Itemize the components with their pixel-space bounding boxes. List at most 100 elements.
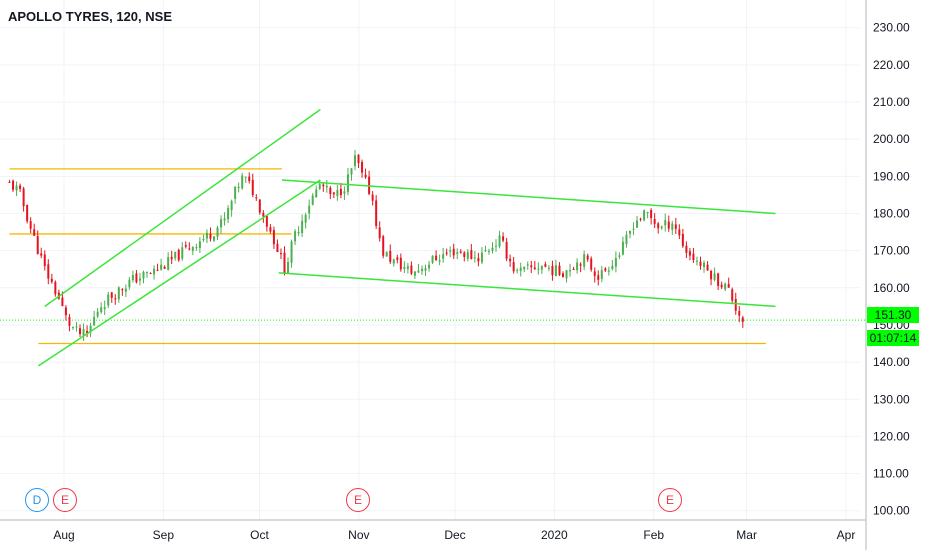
candle-body [149, 273, 152, 275]
candle-body [688, 251, 691, 256]
candle-body [671, 223, 674, 230]
candle-body [174, 251, 177, 259]
candle-body [442, 254, 445, 259]
candle-body [188, 248, 191, 250]
candle-body [399, 257, 402, 270]
candle-body [600, 270, 603, 279]
candle-body [311, 195, 314, 205]
candle-body [131, 274, 134, 281]
candle-body [287, 262, 290, 273]
candle-body [354, 155, 357, 167]
candle-body [181, 247, 184, 259]
candle-body [389, 250, 392, 262]
candle-body [614, 257, 617, 267]
candle-body [431, 255, 434, 263]
chart-axes: 100.00110.00120.00130.00140.00150.00160.… [0, 0, 910, 550]
candle-body [336, 190, 339, 197]
earnings-marker[interactable]: E [346, 488, 370, 512]
candle-body [191, 246, 194, 251]
candle-body [315, 189, 318, 198]
candle-body [554, 265, 557, 276]
candle-body [611, 265, 614, 270]
candle-body [653, 219, 656, 224]
candle-body [459, 251, 462, 253]
candle-body [29, 221, 32, 229]
candle-body [703, 262, 706, 268]
candle-body [392, 259, 395, 264]
candle-body [318, 183, 321, 190]
candle-body [403, 266, 406, 269]
candle-body [413, 271, 416, 276]
candle-body [628, 230, 631, 234]
candle-body [597, 275, 600, 280]
candle-body [621, 241, 624, 255]
candle-body [47, 264, 50, 279]
candle-body [583, 254, 586, 267]
candle-body [350, 168, 353, 175]
candle-body [276, 243, 279, 253]
candle-body [738, 311, 741, 316]
candle-body [516, 269, 519, 271]
trendline [281, 179, 776, 215]
candle-body [64, 307, 67, 316]
y-tick-label: 220.00 [873, 58, 910, 72]
candle-body [417, 270, 420, 273]
candle-body [22, 188, 25, 207]
dividend-marker[interactable]: D [25, 488, 49, 512]
candle-body [650, 209, 653, 219]
candle-body [576, 262, 579, 271]
candle-body [156, 269, 159, 271]
trendline [37, 179, 321, 367]
candle-body [128, 279, 131, 288]
candle-body [272, 230, 275, 245]
candle-body [540, 266, 543, 270]
candle-body [428, 264, 431, 269]
candle-body [593, 271, 596, 276]
candle-body [279, 253, 282, 255]
candle-body [569, 270, 572, 272]
candle-body [445, 252, 448, 254]
candle-body [491, 247, 494, 251]
y-tick-label: 100.00 [873, 504, 910, 518]
candle-body [223, 218, 226, 221]
candle-body [15, 185, 18, 191]
candle-body [495, 245, 498, 247]
earnings-marker[interactable]: E [53, 488, 77, 512]
candle-body [8, 181, 11, 183]
candle-body [343, 191, 346, 194]
candle-body [724, 283, 727, 290]
candle-body [40, 253, 43, 256]
candle-body [244, 176, 247, 178]
candle-body [625, 234, 628, 244]
candle-body [639, 218, 642, 220]
candle-body [523, 266, 526, 270]
trendline [278, 272, 776, 308]
candle-body [385, 251, 388, 257]
candle-body [375, 200, 378, 226]
candle-body [346, 174, 349, 193]
candle-body [294, 231, 297, 242]
price-candles [8, 149, 744, 341]
candle-body [258, 199, 261, 213]
candle-body [664, 220, 667, 226]
candle-body [699, 261, 702, 266]
y-tick-label: 170.00 [873, 244, 910, 258]
candle-body [618, 255, 621, 257]
earnings-marker[interactable]: E [658, 488, 682, 512]
candle-body [505, 241, 508, 259]
candle-body [135, 273, 138, 283]
x-tick-label: Apr [837, 528, 856, 542]
candle-body [308, 205, 311, 214]
y-tick-label: 230.00 [873, 21, 910, 35]
candle-body [674, 224, 677, 229]
y-tick-label: 140.00 [873, 355, 910, 369]
candle-body [382, 236, 385, 256]
candle-body [160, 264, 163, 270]
candle-body [706, 264, 709, 271]
candle-body [110, 292, 113, 298]
candle-body [12, 180, 15, 190]
candle-body [177, 249, 180, 261]
candle-body [741, 317, 744, 322]
last-price-label: 151.30 [867, 307, 919, 323]
